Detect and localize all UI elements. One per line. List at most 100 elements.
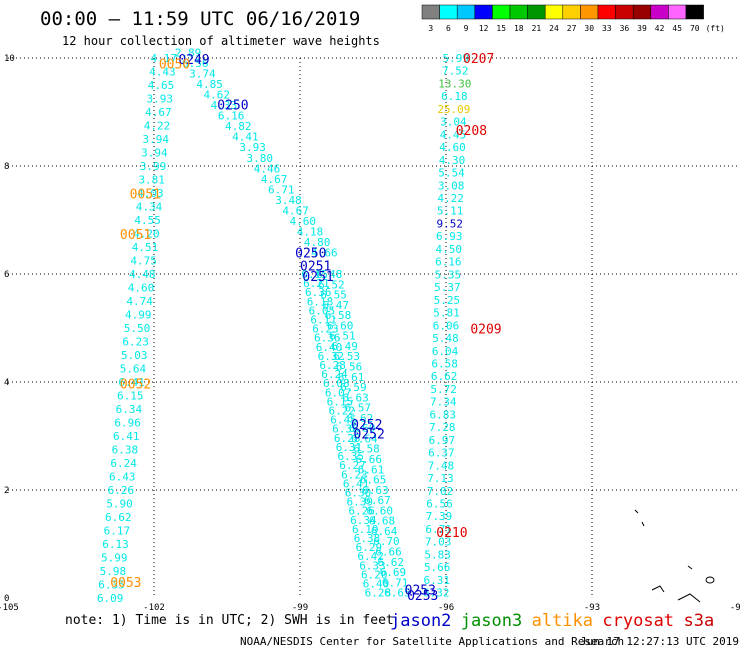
wave-height-value: 6.37 [428, 447, 455, 460]
x-tick-label: -102 [143, 603, 165, 613]
pass-label: 0210 [436, 526, 467, 541]
wave-height-value: 4.55 [134, 214, 161, 227]
wave-height-value: 6.31 [423, 574, 450, 587]
wave-height-value: 6.71 [382, 576, 409, 589]
wave-height-value: 6.33 [359, 559, 386, 572]
wave-height-value: 6.67 [364, 494, 391, 507]
wave-height-value: 6.41 [343, 477, 370, 490]
wave-height-value: 6.24 [110, 457, 137, 470]
wave-height-value: 6.18 [307, 295, 334, 308]
wave-height-value: 6.40 [363, 577, 390, 590]
wave-height-value: 6.62 [431, 370, 458, 383]
satellite-legend: jason2 jason3 altika cryosat s3a [390, 611, 714, 631]
wave-height-value: 6.45 [330, 414, 357, 427]
wave-height-value: 5.64 [120, 363, 147, 376]
wave-height-value: 2.89 [175, 47, 202, 60]
wave-height-value: 6.35 [338, 450, 365, 463]
wave-height-value: 6.16 [435, 256, 462, 269]
wave-height-value: 4.22 [437, 192, 464, 205]
legend-swatch [456, 4, 476, 20]
x-tick-label: -90 [730, 603, 740, 613]
wave-height-value: 6.36 [305, 286, 332, 299]
chart-subtitle: 12 hour collection of altimeter wave hei… [62, 34, 380, 48]
wave-height-value: 3.48 [275, 194, 302, 207]
legend-swatch [597, 4, 616, 20]
grid-lines [8, 57, 738, 598]
pass-label: 0052 [120, 378, 151, 393]
wave-height-value: 6.36 [314, 332, 341, 345]
wave-height-value: 6.93 [436, 230, 463, 243]
wave-height-value: 6.52 [318, 278, 345, 291]
wave-height-value: 5.72 [430, 383, 457, 396]
wave-height-value: 6.56 [426, 498, 453, 511]
legend-label: 6 [446, 24, 451, 33]
wave-height-value: 4.75 [130, 255, 157, 268]
wave-height-value: 6.65 [360, 474, 387, 487]
wave-height-value: 4.30 [439, 154, 466, 167]
legend-label: 70 [690, 24, 700, 33]
legend-swatch [509, 4, 528, 20]
wave-height-value: 6.06 [433, 319, 460, 332]
wave-height-value: 6.41 [118, 376, 145, 389]
x-axis: -105 -102 -99 -96 -93 -90 [0, 603, 740, 613]
wave-height-value: 6.35 [98, 579, 125, 592]
pass-label: 0251 [300, 259, 331, 274]
wave-height-value: 6.39 [347, 496, 374, 509]
wave-height-value: 6.21 [303, 277, 330, 290]
wave-height-value: 3.04 [440, 116, 467, 129]
wave-height-value: 6.05 [309, 304, 336, 317]
wave-height-value: 6.26 [348, 505, 375, 518]
pass-label: 0207 [463, 52, 494, 67]
wave-height-value: 4.03 [137, 187, 164, 200]
wave-height-value: 3.08 [438, 179, 465, 192]
wave-height-value: 6.36 [332, 423, 359, 436]
wave-height-value: 6.62 [347, 412, 374, 425]
wave-height-value: 6.23 [341, 468, 368, 481]
wave-height-value: 4.99 [125, 309, 152, 322]
x-tick-label: -96 [438, 603, 454, 613]
legend-swatch [632, 4, 652, 20]
wave-height-value: 6.59 [340, 381, 367, 394]
wave-height-value: 5.81 [433, 307, 460, 320]
wave-height-value: 6.23 [122, 336, 149, 349]
legend-swatch [562, 4, 581, 20]
wave-height-value: 4.22 [144, 120, 171, 133]
wave-height-value: 6.60 [349, 422, 376, 435]
wave-height-value: 6.40 [316, 341, 343, 354]
wave-height-value: 6.04 [432, 345, 459, 358]
wave-height-value: 6.60 [327, 319, 354, 332]
wave-height-value: 5.99 [101, 552, 128, 565]
wave-height-value: 6.69 [380, 566, 407, 579]
wave-height-value: 6.28 [365, 587, 392, 600]
chart-title: 00:00 – 11:59 UTC 06/16/2019 [40, 8, 360, 30]
wave-height-value: 6.31 [336, 441, 363, 454]
wave-height-value: 5.48 [432, 332, 459, 345]
wave-height-value: 6.47 [323, 299, 350, 312]
wave-height-value: 4.41 [232, 131, 259, 144]
legend-swatch [492, 4, 511, 20]
legend-label: 15 [496, 24, 506, 33]
wave-height-value: 6.34 [350, 514, 377, 527]
altimeter-tracks: 4.174.434.653.934.674.223.943.943.993.81… [97, 47, 471, 605]
coastline [634, 509, 715, 603]
y-tick-label: 6 [4, 270, 9, 280]
satellite-name: cryosat [602, 611, 674, 631]
wave-height-value: 6.65 [384, 587, 411, 600]
legend-swatch [421, 4, 440, 20]
wave-height-value: 7.03 [425, 536, 452, 549]
wave-height-value: 4.66 [311, 246, 338, 259]
wave-height-value: 9.52 [436, 217, 463, 230]
wave-height-value: 6.64 [351, 432, 378, 445]
wave-height-value: 4.60 [290, 215, 317, 228]
wave-height-value: 6.56 [336, 360, 363, 373]
wave-height-value: 6.66 [356, 453, 383, 466]
legend-swatch [580, 4, 599, 20]
wave-height-value: 25.09 [437, 103, 470, 116]
pass-label: 0253 [405, 583, 436, 598]
wave-height-value: 7.13 [427, 472, 454, 485]
footer-credit: NOAA/NESDIS Center for Satellite Applica… [240, 635, 624, 648]
wave-height-value: 6.62 [105, 511, 132, 524]
wave-height-value: 7.52 [442, 65, 469, 78]
footer-timestamp: Jun 17 12:27:13 UTC 2019 [580, 635, 739, 648]
